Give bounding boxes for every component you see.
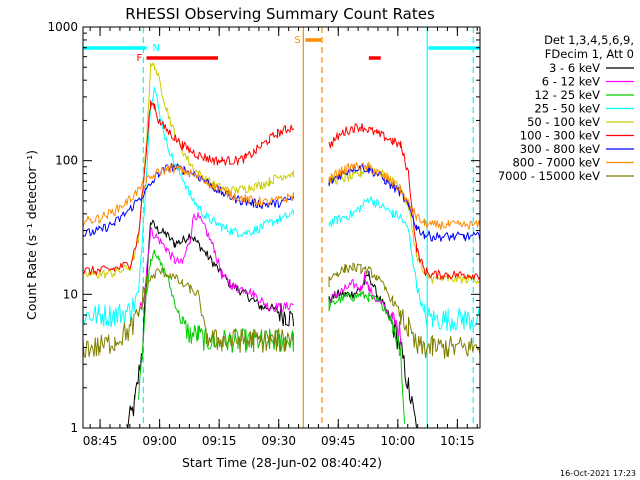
legend-label: 3 - 6 keV xyxy=(549,61,600,75)
x-tick-label: 10:00 xyxy=(381,434,416,448)
legend-label: 6 - 12 keV xyxy=(542,75,600,89)
x-tick-label: 09:30 xyxy=(261,434,296,448)
flag-label-f: F xyxy=(137,53,143,64)
y-axis-label: Count Rate (s⁻¹ detector⁻¹) xyxy=(24,150,39,320)
legend-label: 300 - 800 keV xyxy=(520,142,600,156)
series-line-1 xyxy=(138,211,402,343)
series-line-0 xyxy=(126,219,417,429)
legend-header-line-1: Det 1,3,4,5,6,9, xyxy=(544,33,634,47)
x-tick-label: 09:45 xyxy=(321,434,356,448)
series-line-3 xyxy=(82,86,481,332)
series-line-8 xyxy=(82,262,481,359)
legend-label: 25 - 50 keV xyxy=(534,102,600,116)
x-tick-label: 09:00 xyxy=(142,434,177,448)
x-tick-label: 10:15 xyxy=(440,434,475,448)
series-line-4 xyxy=(82,62,481,285)
legend-label: 100 - 300 keV xyxy=(520,129,600,143)
y-tick-label: 100 xyxy=(55,154,78,168)
y-tick-label: 1000 xyxy=(47,20,78,34)
legend-label: 50 - 100 keV xyxy=(527,115,600,129)
x-tick-label: 08:45 xyxy=(83,434,118,448)
legend-label: 800 - 7000 keV xyxy=(512,156,600,170)
x-axis-label: Start Time (28-Jun-02 08:40:42) xyxy=(182,455,382,470)
legend-header-line-2: FDecim 1, Att 0 xyxy=(545,47,634,61)
flag-label-n: N xyxy=(153,43,160,54)
flag-label-s: S xyxy=(294,35,300,46)
series-line-7 xyxy=(82,162,481,231)
x-tick-label: 09:15 xyxy=(202,434,237,448)
legend-label: 7000 - 15000 keV xyxy=(498,169,600,183)
series-line-5 xyxy=(82,100,481,280)
timestamp: 16-Oct-2021 17:23 xyxy=(560,469,636,478)
y-tick-label: 10 xyxy=(63,287,78,301)
plot-frame xyxy=(82,26,481,429)
y-tick-label: 1 xyxy=(70,421,78,435)
legend-label: 12 - 25 keV xyxy=(534,88,600,102)
chart-title: RHESSI Observing Summary Count Rates xyxy=(125,5,435,23)
